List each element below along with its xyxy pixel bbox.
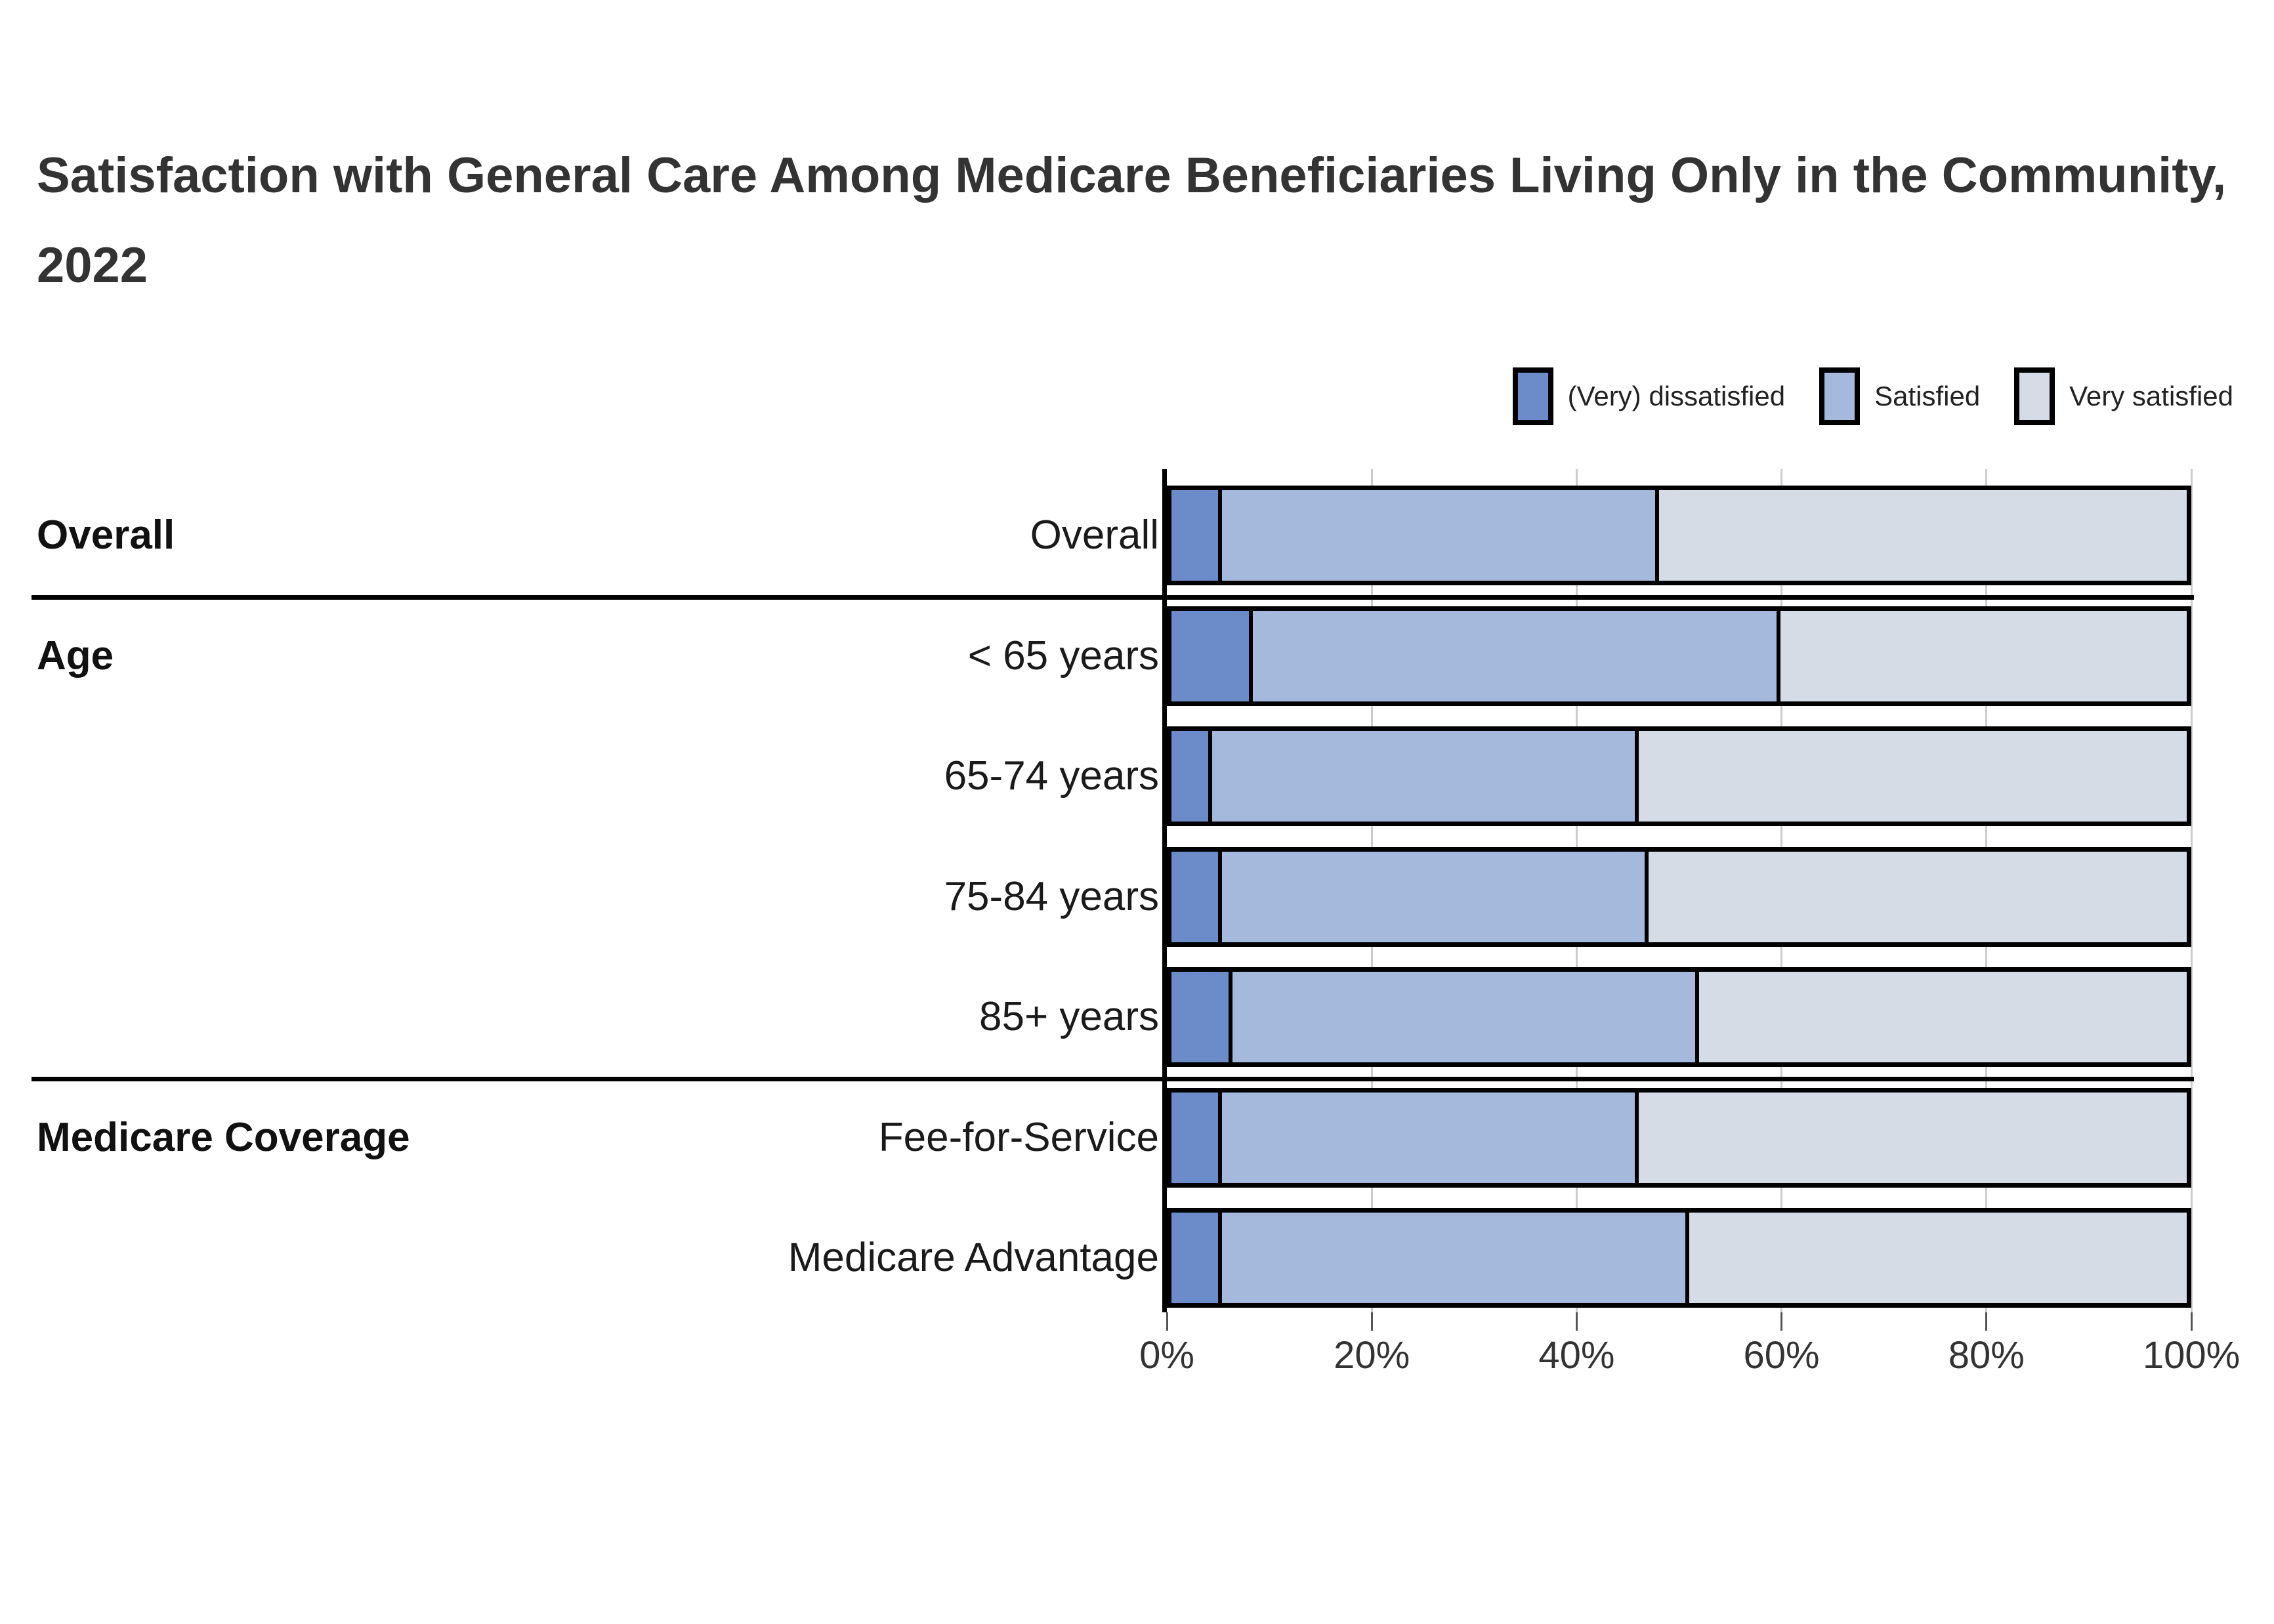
bar-row: [1167, 1208, 2191, 1308]
bar-segment-very-satisfied: [1658, 490, 2187, 581]
group-label: Medicare Coverage: [37, 1114, 410, 1160]
separator-line: [32, 1077, 2194, 1082]
row-label: < 65 years: [967, 633, 1159, 678]
bar-segment-dissatisfied: [1171, 1092, 1223, 1183]
x-axis-tick: [1166, 1312, 1168, 1331]
bar-segment-dissatisfied: [1171, 490, 1223, 581]
bar-row: [1167, 967, 2191, 1068]
bar-segment-very-satisfied: [1638, 1092, 2187, 1183]
bar-segment-dissatisfied: [1171, 610, 1253, 701]
row-label: Medicare Advantage: [788, 1235, 1159, 1281]
x-axis-tick-label: 60%: [1743, 1334, 1820, 1377]
legend-swatch-satisfied: [1819, 367, 1861, 425]
separator-line: [32, 595, 2194, 600]
row-label: 75-84 years: [944, 873, 1159, 919]
x-axis-tick-label: 40%: [1538, 1334, 1615, 1377]
bar-row: [1167, 726, 2191, 827]
group-label: Overall: [37, 512, 175, 558]
x-axis-tick: [1780, 1312, 1783, 1331]
bar-segment-satisfied: [1222, 1213, 1689, 1304]
legend-swatch-very-satisfied: [2014, 367, 2055, 425]
x-axis-tick: [1985, 1312, 1988, 1331]
bar-row: [1167, 486, 2191, 585]
bar-segment-very-satisfied: [1780, 610, 2187, 701]
chart-title: Satisfaction with General Care Among Med…: [37, 148, 2227, 293]
x-axis-tick-label: 0%: [1139, 1334, 1194, 1377]
x-axis-tick: [1370, 1312, 1373, 1331]
bar-row: [1167, 606, 2191, 706]
bar-segment-very-satisfied: [1689, 1213, 2187, 1304]
bar-row: [1167, 1087, 2191, 1188]
bar-segment-satisfied: [1232, 972, 1700, 1063]
bar-segment-dissatisfied: [1171, 851, 1223, 942]
legend: (Very) dissatisfied Satisfied Very satis…: [1512, 367, 2233, 425]
x-axis-tick-label: 20%: [1334, 1334, 1410, 1377]
bar-row: [1167, 846, 2191, 947]
bar-segment-very-satisfied: [1699, 972, 2187, 1063]
row-label: 85+ years: [979, 994, 1159, 1040]
x-axis-tick-label: 80%: [1948, 1334, 2025, 1377]
x-axis-tick: [1575, 1312, 1578, 1331]
bar-segment-satisfied: [1222, 1092, 1639, 1183]
gridline-100: [2190, 469, 2193, 1312]
legend-swatch-dissatisfied: [1512, 367, 1553, 425]
legend-item-very-satisfied: Very satisfied: [2014, 367, 2233, 425]
legend-item-dissatisfied: (Very) dissatisfied: [1512, 367, 1786, 425]
bar-segment-satisfied: [1222, 851, 1649, 942]
x-axis-tick: [2190, 1312, 2193, 1331]
group-label: Age: [37, 633, 114, 678]
row-label: Overall: [1030, 512, 1159, 558]
bar-segment-dissatisfied: [1171, 1213, 1223, 1304]
bar-segment-very-satisfied: [1649, 851, 2187, 942]
row-label: 65-74 years: [944, 753, 1159, 799]
bar-segment-dissatisfied: [1171, 731, 1212, 822]
legend-label-satisfied: Satisfied: [1874, 381, 1981, 411]
bar-segment-satisfied: [1211, 731, 1639, 822]
legend-label-dissatisfied: (Very) dissatisfied: [1567, 381, 1786, 411]
legend-label-very-satisfied: Very satisfied: [2069, 381, 2233, 411]
bar-segment-satisfied: [1222, 490, 1659, 581]
x-axis-tick-label: 100%: [2142, 1334, 2241, 1377]
row-label: Fee-for-Service: [878, 1114, 1159, 1160]
bar-segment-very-satisfied: [1638, 731, 2187, 822]
legend-item-satisfied: Satisfied: [1819, 367, 1980, 425]
bar-segment-satisfied: [1252, 610, 1781, 701]
y-axis-line: [1162, 469, 1167, 1312]
bar-segment-dissatisfied: [1171, 972, 1232, 1063]
